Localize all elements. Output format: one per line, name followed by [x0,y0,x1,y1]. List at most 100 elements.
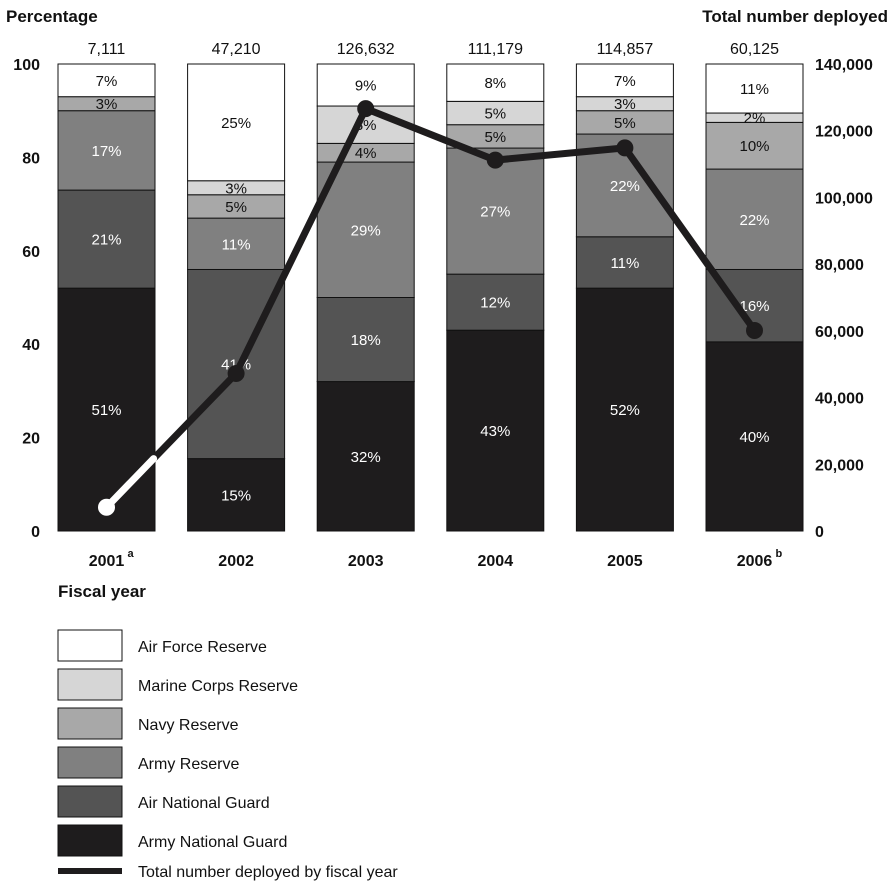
legend-label: Total number deployed by fiscal year [138,864,398,881]
total-deployed-point [98,498,115,516]
legend-swatch-navy-reserve [57,707,123,740]
y-left-tick-label: 100 [13,57,40,74]
y-right-tick-group: 0 20,000 40,000 60,000 80,000 100,000 120,000 1… [815,57,873,541]
bar-segment-army-reserve [187,217,286,270]
segment-value-label: 25% [221,115,251,132]
legend-label: Army Reserve [138,756,239,773]
bar-segment-army-national-guard [316,381,415,532]
y-right-tick-label: 60,000 [815,324,864,341]
total-deployed-line-contrast-segment [103,455,158,511]
segment-value-label: 29% [351,222,381,239]
legend-swatch-army-reserve [57,746,123,779]
segment-value-label: 22% [610,178,640,195]
legend-label: Army National Guard [138,834,287,851]
segment-value-label: 40% [739,429,769,446]
segment-value-label: 3% [96,96,118,113]
bar-segment-air-national-guard [316,297,415,383]
y-right-tick-label: 100,000 [815,190,873,207]
segment-value-label: 27% [480,204,510,221]
legend-label: Air National Guard [138,795,270,812]
y-left-tick-group: 0 20 40 60 80 100 [13,57,40,541]
year-label: 2002 [218,553,254,570]
bar-segment-air-national-guard [446,273,545,331]
total-deployed-line [103,105,758,510]
segment-value-label: 15% [221,487,251,504]
legend-label: Air Force Reserve [138,639,267,656]
bar-segment-air-force-reserve [187,63,286,182]
total-deployed-label: 126,632 [337,41,395,58]
legend-swatch-total-line [58,868,122,874]
bar-segment-air-force-reserve [575,63,674,98]
segment-value-label: 22% [739,212,769,229]
bar-segment-army-reserve [57,110,156,191]
bar-segment-navy-reserve [705,121,804,170]
segment-value-label: 7% [614,73,636,90]
y-right-tick-label: 140,000 [815,57,873,74]
y-left-tick-label: 60 [22,244,40,261]
year-label: 2003 [348,553,384,570]
total-deployed-label: 60,125 [730,41,779,58]
year-footnote: a [128,548,135,560]
segment-value-label: 2% [744,110,766,127]
segment-value-label: 16% [739,298,769,315]
legend-label: Navy Reserve [138,717,239,734]
x-axis-title: Fiscal year [58,582,146,601]
bar-segment-army-national-guard [446,329,545,532]
bar-segment-air-national-guard [575,236,674,289]
legend: Air Force Reserve Marine Corps Reserve Nav… [57,629,398,881]
segment-value-label: 51% [91,402,121,419]
total-deployed-label: 47,210 [212,41,261,58]
bar-segment-air-force-reserve [705,63,804,114]
segment-value-label: 8% [484,75,506,92]
y-left-tick-label: 80 [22,150,40,167]
segment-value-label: 5% [225,199,247,216]
segment-value-label: 43% [480,423,510,440]
bar-segment-army-national-guard [57,287,156,532]
segment-value-label: 5% [484,106,506,123]
legend-swatch-army-national-guard [57,824,123,857]
bar-segment-air-national-guard [57,189,156,289]
y-left-axis-title: Percentage [6,7,98,26]
segment-value-label: 5% [614,115,636,132]
bar-group: 51%21%17%3%7%15%41%11%5%3%25%32%18%29%4%… [57,63,804,532]
y-right-tick-label: 40,000 [815,391,864,408]
total-label-group: 7,111 47,210 126,632 111,179 114,857 60,125 [88,41,779,58]
total-deployed-point [616,139,634,157]
y-left-tick-label: 0 [31,524,40,541]
segment-value-label: 11% [610,255,639,272]
total-deployed-label: 114,857 [597,41,654,58]
total-line-group [98,100,763,516]
y-right-tick-label: 80,000 [815,257,864,274]
segment-value-label: 12% [480,295,510,312]
y-left-tick-label: 40 [22,337,40,354]
segment-value-label: 7% [96,73,118,90]
y-right-tick-label: 20,000 [815,457,864,474]
y-left-tick-label: 20 [22,431,40,448]
bar-segment-army-reserve [316,161,415,298]
total-deployed-point [227,365,245,383]
total-deployed-label: 7,111 [88,41,126,58]
segment-value-label: 18% [351,332,381,349]
y-right-tick-label: 0 [815,524,824,541]
segment-value-label: 10% [739,138,769,155]
segment-value-label: 11% [740,81,769,98]
total-deployed-point [486,151,504,169]
y-right-tick-label: 120,000 [815,124,873,141]
segment-value-label: 9% [355,78,377,95]
segment-value-label: 52% [610,402,640,419]
total-deployed-point [357,100,375,118]
bar-segment-air-force-reserve [57,63,156,98]
year-label: 2004 [478,553,514,570]
legend-label: Marine Corps Reserve [138,678,298,695]
bar-segment-army-reserve [446,147,545,275]
total-deployed-point [746,321,763,339]
bar-segment-army-national-guard [575,287,674,532]
segment-value-label: 11% [222,236,251,253]
legend-swatch-marine-corps-reserve [57,668,123,701]
segment-value-label: 32% [351,449,381,466]
bar-segment-army-reserve [705,168,804,270]
segment-value-label: 4% [355,145,377,162]
bar-segment-army-national-guard [705,341,804,532]
